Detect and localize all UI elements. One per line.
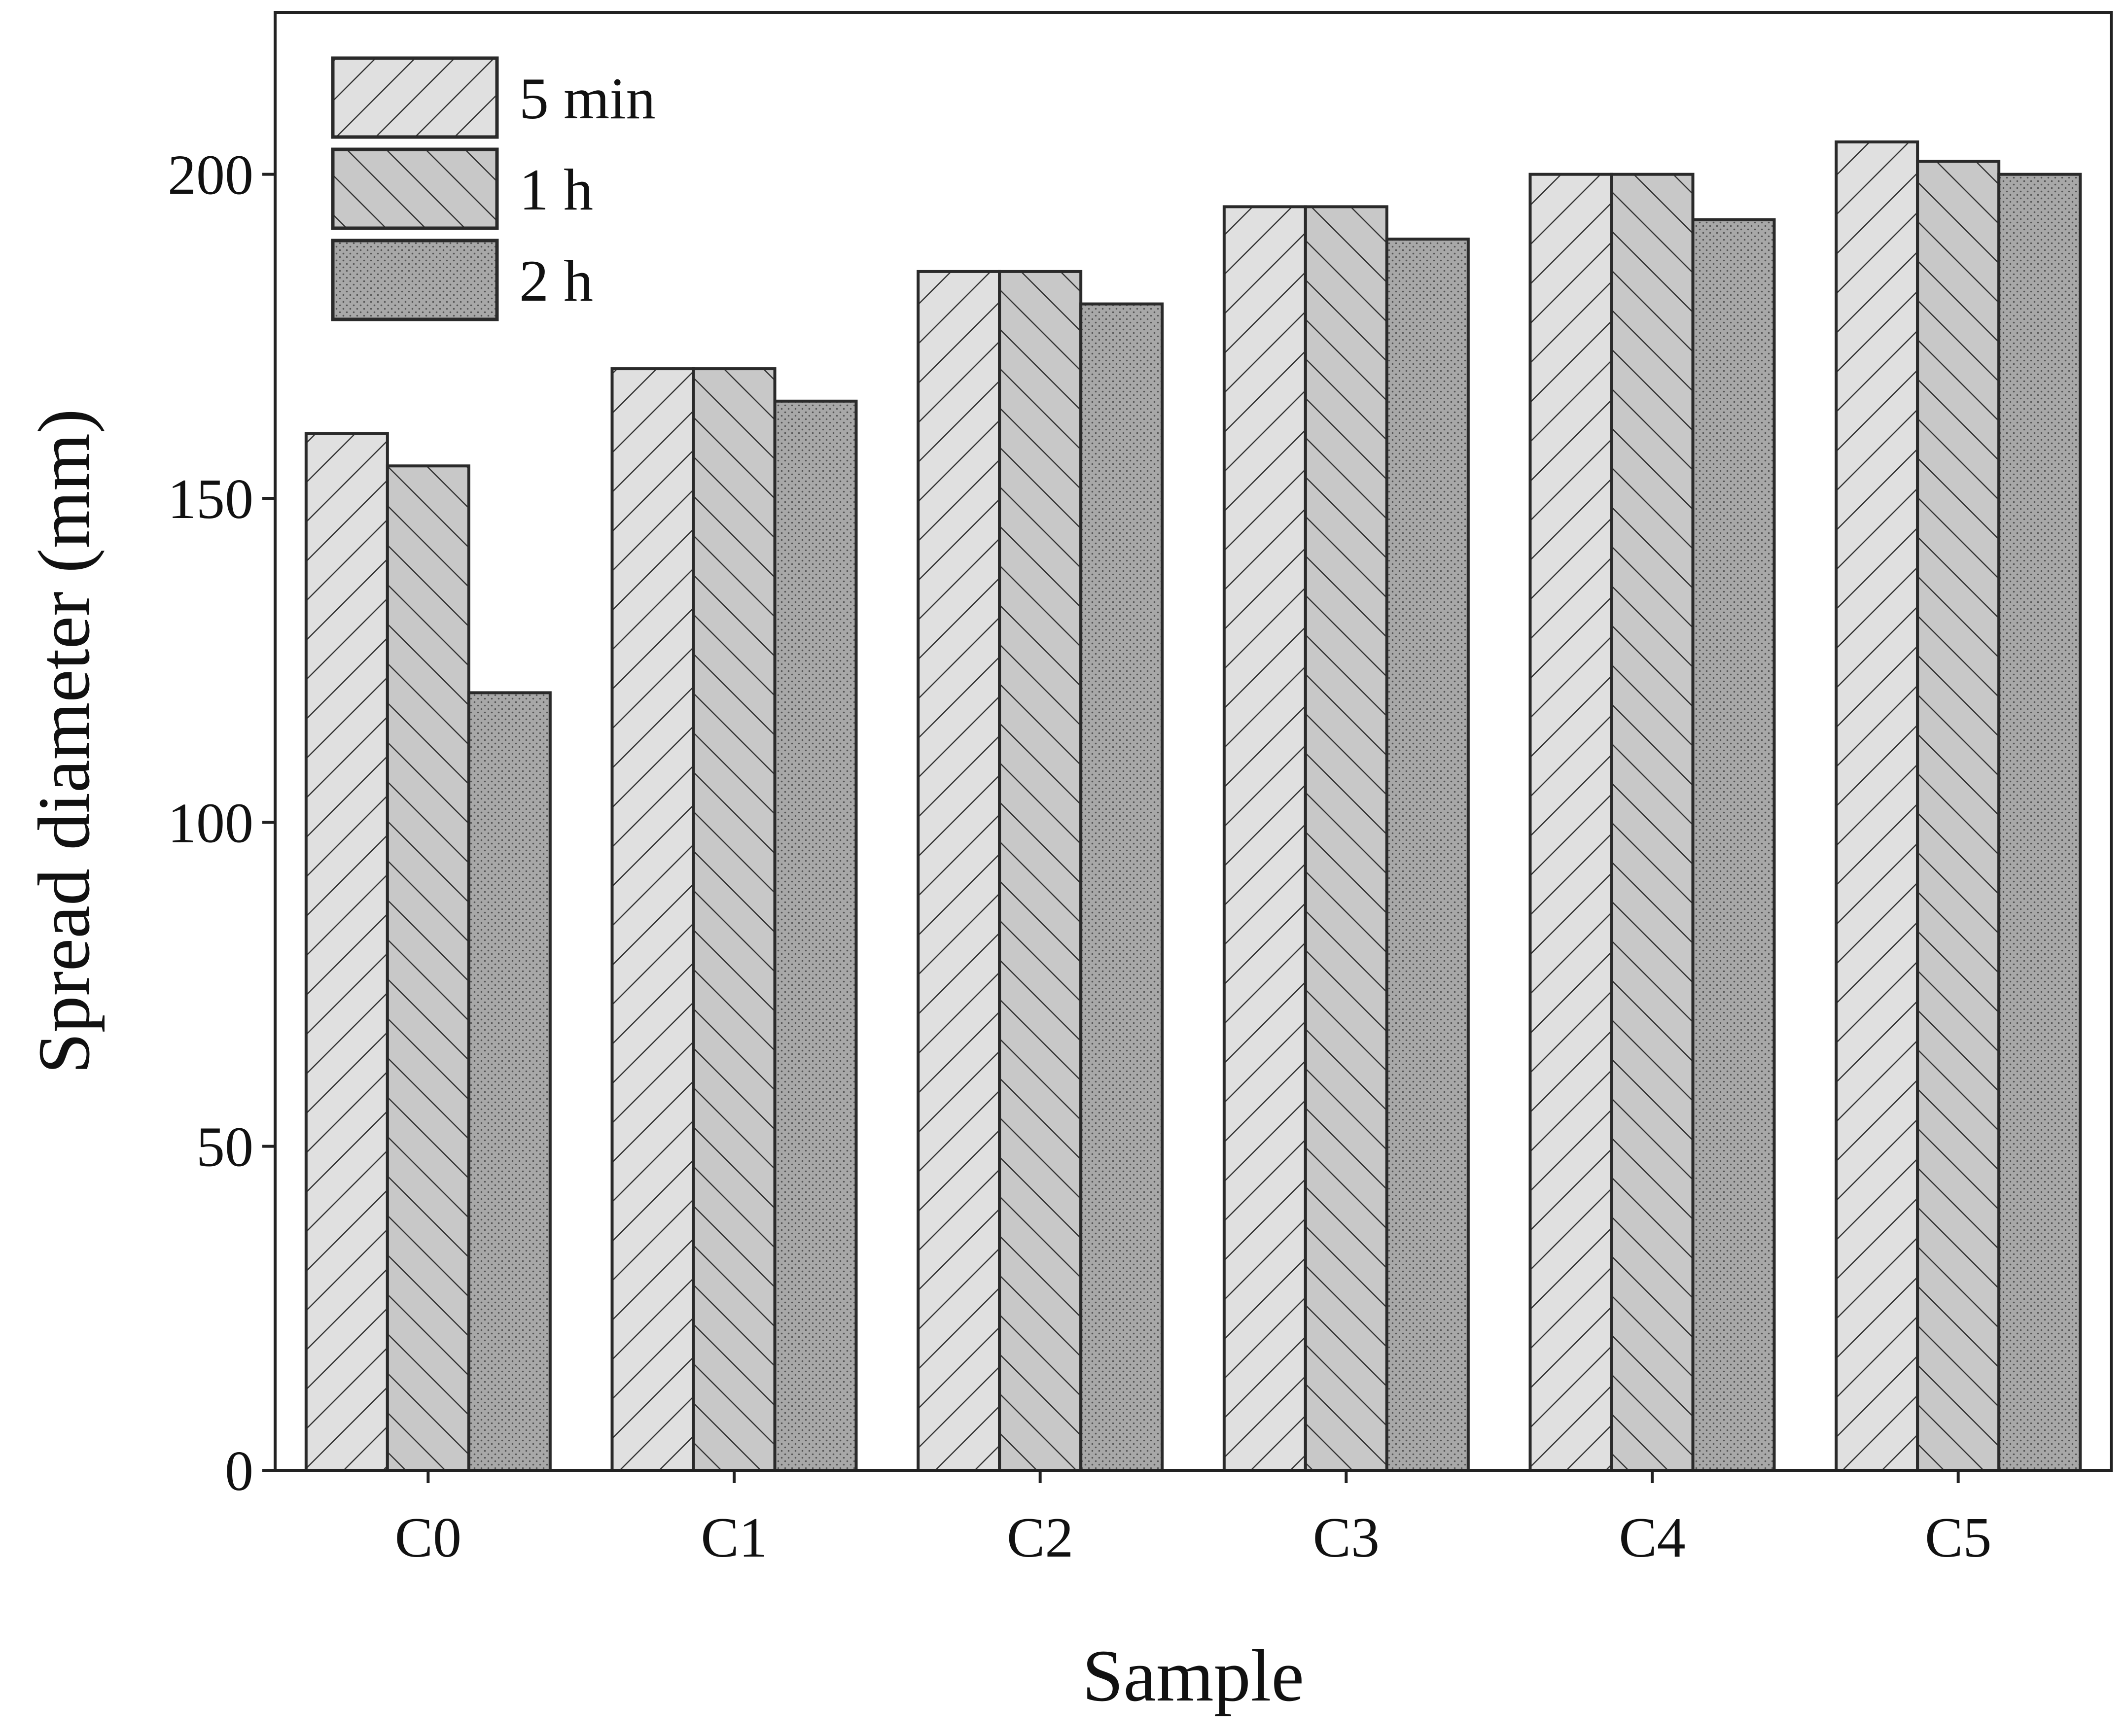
legend-swatch-5-min <box>331 56 499 139</box>
y-tick-label: 150 <box>168 468 253 531</box>
legend-label-5-min: 5 min <box>519 66 656 131</box>
bar-c5-1-h <box>1916 160 2001 1472</box>
bar-c3-2-h <box>1385 238 1470 1472</box>
bar-c4-2-h <box>1691 218 1776 1472</box>
bar-c2-1-h <box>998 270 1083 1472</box>
bar-c2-2-h <box>1079 302 1164 1472</box>
bar-c1-5-min <box>610 367 695 1472</box>
bar-c2-5-min <box>917 270 1001 1472</box>
y-axis-title: Spread diameter (mm) <box>23 409 105 1074</box>
x-axis-title: Sample <box>1082 1635 1304 1717</box>
bar-c0-5-min <box>304 432 389 1472</box>
legend-swatch-1-h <box>331 147 499 230</box>
bar-c5-2-h <box>1997 173 2082 1472</box>
bar-c3-5-min <box>1222 205 1307 1472</box>
x-tick-label-c0: C0 <box>395 1506 461 1569</box>
bars-layer <box>304 140 2082 1472</box>
y-axis: 0 50 100 150 200 <box>168 144 275 1503</box>
bar-c4-1-h <box>1610 173 1695 1472</box>
x-tick-label-c5: C5 <box>1925 1506 1991 1569</box>
y-tick-label: 50 <box>196 1116 253 1179</box>
legend-label-2-h: 2 h <box>519 248 593 313</box>
legend: 5 min 1 h 2 h <box>331 56 656 321</box>
y-tick-label: 100 <box>168 792 253 855</box>
bar-c5-5-min <box>1835 140 1919 1472</box>
x-tick-label-c4: C4 <box>1619 1506 1685 1569</box>
x-tick-label-c3: C3 <box>1313 1506 1380 1569</box>
bar-c0-2-h <box>467 691 552 1472</box>
bar-c0-1-h <box>386 464 470 1472</box>
x-axis: C0 C1 C2 C3 C4 C5 <box>395 1470 1991 1569</box>
legend-label-1-h: 1 h <box>519 157 593 222</box>
y-tick-label: 0 <box>225 1440 253 1503</box>
x-tick-label-c2: C2 <box>1007 1506 1073 1569</box>
bar-c3-1-h <box>1304 205 1388 1472</box>
bar-c4-5-min <box>1528 173 1613 1472</box>
bar-c1-1-h <box>692 367 777 1472</box>
bar-c1-2-h <box>773 399 858 1472</box>
legend-swatch-2-h <box>331 239 499 321</box>
plot-frame <box>274 11 2113 1472</box>
y-tick-label: 200 <box>168 144 253 207</box>
x-tick-label-c1: C1 <box>701 1506 767 1569</box>
